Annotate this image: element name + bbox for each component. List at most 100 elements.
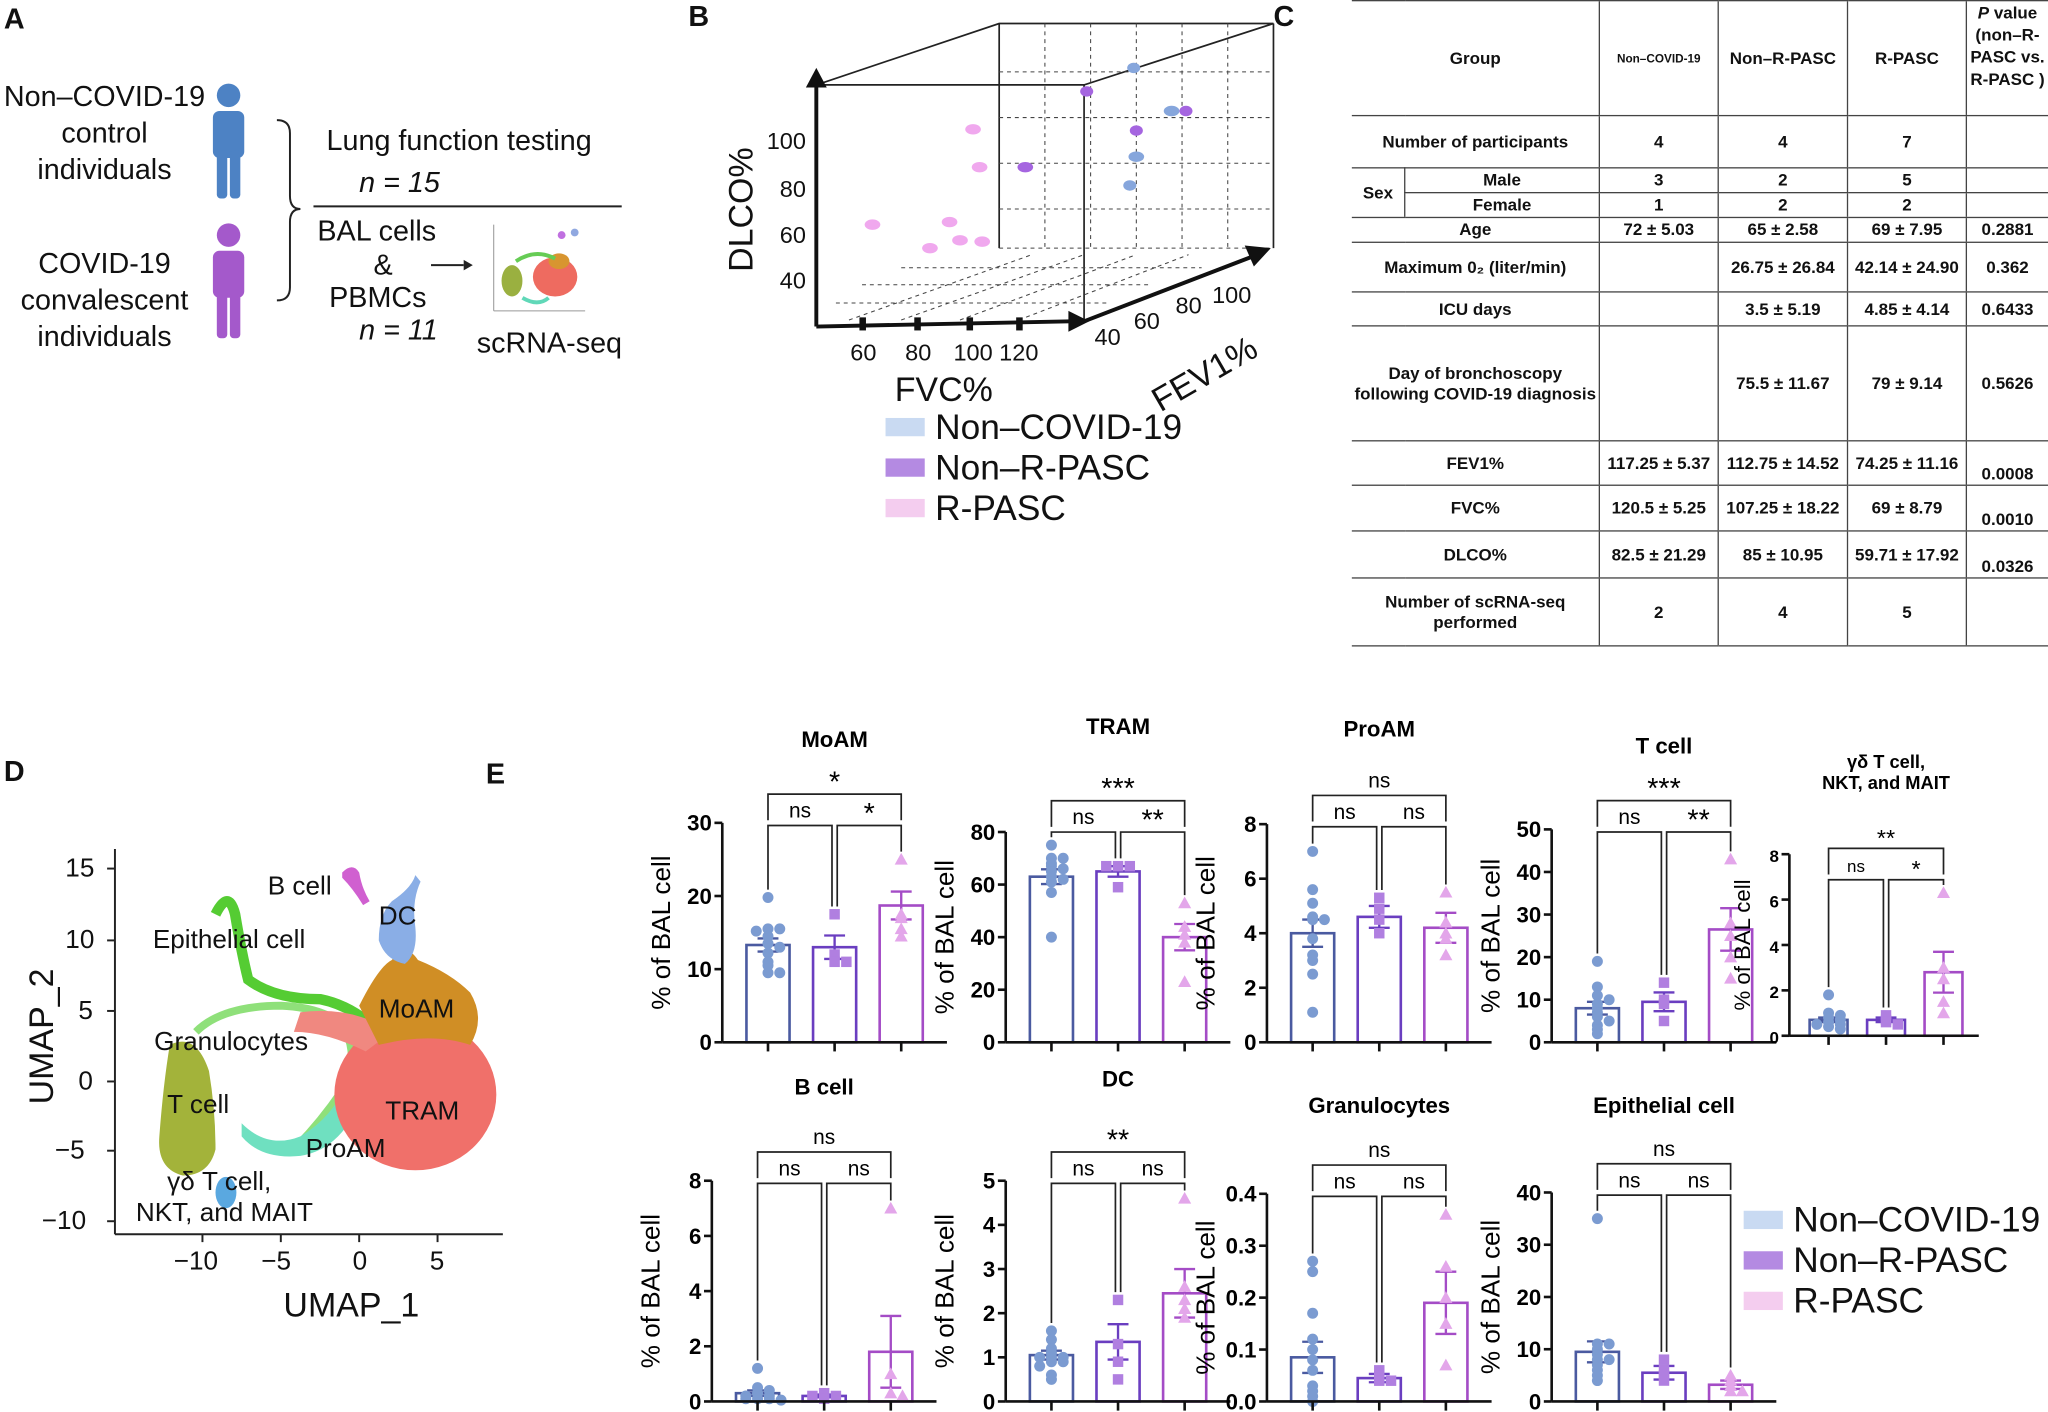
- data-point: [1374, 903, 1385, 914]
- and-label: &: [373, 248, 393, 281]
- y-tick-label: 0: [689, 1389, 701, 1412]
- data-point: [1811, 1018, 1823, 1030]
- person-icon: [212, 83, 245, 199]
- data-point: [1307, 1333, 1319, 1345]
- z-axis-label: FEV1%: [1144, 327, 1264, 420]
- significance-label: ***: [1101, 773, 1135, 805]
- row-label: Number of scRNA-seq performed: [1351, 577, 1600, 647]
- points-non-r-pasc: [1017, 86, 1193, 173]
- data-point: [1307, 1266, 1319, 1278]
- y-tick-label: 8: [689, 1169, 701, 1194]
- cell: 2: [1598, 577, 1719, 647]
- data-point: [1307, 914, 1319, 926]
- bar-chart-tram: TRAM % of BAL cell 0 20 40 60 80 *** ns **: [929, 714, 1231, 1055]
- data-point: [1178, 927, 1192, 940]
- x-tick: −5: [261, 1247, 292, 1277]
- data-point: [1178, 1191, 1192, 1204]
- data-point: [1658, 1375, 1670, 1386]
- y-tick-label: 8: [1769, 847, 1778, 866]
- cell: [1598, 291, 1719, 327]
- data-point: [894, 852, 908, 865]
- y-axis-label: % of BAL cell: [929, 1214, 959, 1368]
- data-point: [1045, 886, 1057, 898]
- y-tick-label: 0: [1769, 1029, 1778, 1048]
- data-point: [752, 1362, 764, 1374]
- y-tick: 60: [779, 222, 806, 249]
- data-point: [1591, 1028, 1603, 1040]
- umap-plot: [107, 848, 503, 1243]
- y-tick-label: 0: [983, 1030, 995, 1055]
- data-point: [884, 1201, 898, 1214]
- significance-bracket: [1311, 1195, 1378, 1363]
- significance-bracket: [1827, 878, 1885, 1008]
- significance-label: ns: [1403, 1171, 1425, 1194]
- significance-bracket: [1119, 1182, 1186, 1293]
- cell: 1: [1598, 192, 1719, 219]
- table-row: FEV1% 117.25 ± 5.37 112.75 ± 14.52 74.25 ± …: [1351, 440, 2048, 486]
- data-point: [1724, 916, 1738, 929]
- legend-label: Non–R-PASC: [935, 447, 1151, 488]
- chart-title: Epithelial cell: [1593, 1093, 1735, 1118]
- data-point: [1374, 914, 1385, 925]
- panel-label-e: E: [485, 757, 506, 791]
- data-point: [762, 947, 774, 959]
- data-point: [894, 929, 908, 942]
- panel-label-c: C: [1273, 0, 1295, 33]
- significance-label: ns: [1142, 1158, 1164, 1181]
- y-axis-label: % of BAL cell: [1191, 856, 1221, 1010]
- data-point: [829, 909, 840, 920]
- y-tick-label: 0.3: [1226, 1234, 1257, 1259]
- data-point: [1724, 929, 1738, 942]
- cluster-epithelial: [210, 895, 383, 1036]
- significance-bracket: [767, 824, 833, 907]
- data-point: [1439, 1358, 1453, 1371]
- table-row: Number of scRNA-seq performed 2 4 5: [1351, 577, 2048, 647]
- label-proam: ProAM: [305, 1135, 386, 1164]
- y-tick-label: 3: [983, 1257, 995, 1282]
- significance-bracket: [1887, 878, 1945, 1008]
- data-point: [818, 1393, 830, 1404]
- data-point: [1307, 845, 1319, 857]
- data-point: [1045, 876, 1057, 888]
- cell: 0.362: [1965, 242, 2048, 293]
- y-tick-label: 30: [1517, 902, 1542, 927]
- data-point: [1307, 1344, 1319, 1356]
- pbmc-label: PBMCs: [329, 280, 427, 314]
- y-tick: −10: [41, 1206, 87, 1236]
- data-point: [1057, 1356, 1069, 1368]
- y-axis-label: % of BAL cell: [1730, 879, 1755, 1010]
- panel-label-d: D: [3, 754, 25, 788]
- significance-bracket: [1596, 1162, 1732, 1190]
- data-point: [1045, 1356, 1057, 1368]
- table-row: Age 72 ± 5.03 65 ± 2.58 69 ± 7.95 0.2881: [1351, 217, 2048, 243]
- y-tick-label: 20: [971, 978, 996, 1003]
- chart-title: γδ T cell,: [1847, 751, 1925, 772]
- significance-bracket: [1050, 831, 1117, 859]
- z-tick: 100: [1212, 282, 1252, 309]
- y-tick-label: 0: [1529, 1030, 1541, 1055]
- row-label: Age: [1351, 217, 1600, 243]
- data-point: [1603, 994, 1615, 1006]
- legend-label: R-PASC: [1793, 1281, 1924, 1321]
- significance-label: ***: [1647, 773, 1681, 805]
- row-label: FEV1%: [1351, 440, 1600, 486]
- data-point: [1591, 989, 1603, 1001]
- data-point: [1124, 860, 1136, 872]
- data-point: [830, 1390, 842, 1402]
- table-row: Number of participants 4 4 7: [1351, 115, 2048, 169]
- significance-bracket: [1119, 831, 1186, 896]
- data-point: [1823, 1021, 1835, 1033]
- y-tick-label: 8: [1244, 812, 1256, 837]
- data-point: [894, 922, 908, 935]
- data-point: [1439, 1317, 1453, 1329]
- significance-bracket: [1050, 1151, 1186, 1179]
- table-row: Female 1 2 2: [1352, 192, 2048, 219]
- y-axis-label: % of BAL cell: [929, 860, 959, 1014]
- significance-bracket: [1596, 799, 1732, 827]
- significance-label: ns: [789, 800, 811, 823]
- significance-label: **: [1687, 804, 1709, 836]
- table-row: Day of bronchoscopy following COVID-19 d…: [1351, 325, 2048, 442]
- x-axis-arrow: [816, 310, 1090, 332]
